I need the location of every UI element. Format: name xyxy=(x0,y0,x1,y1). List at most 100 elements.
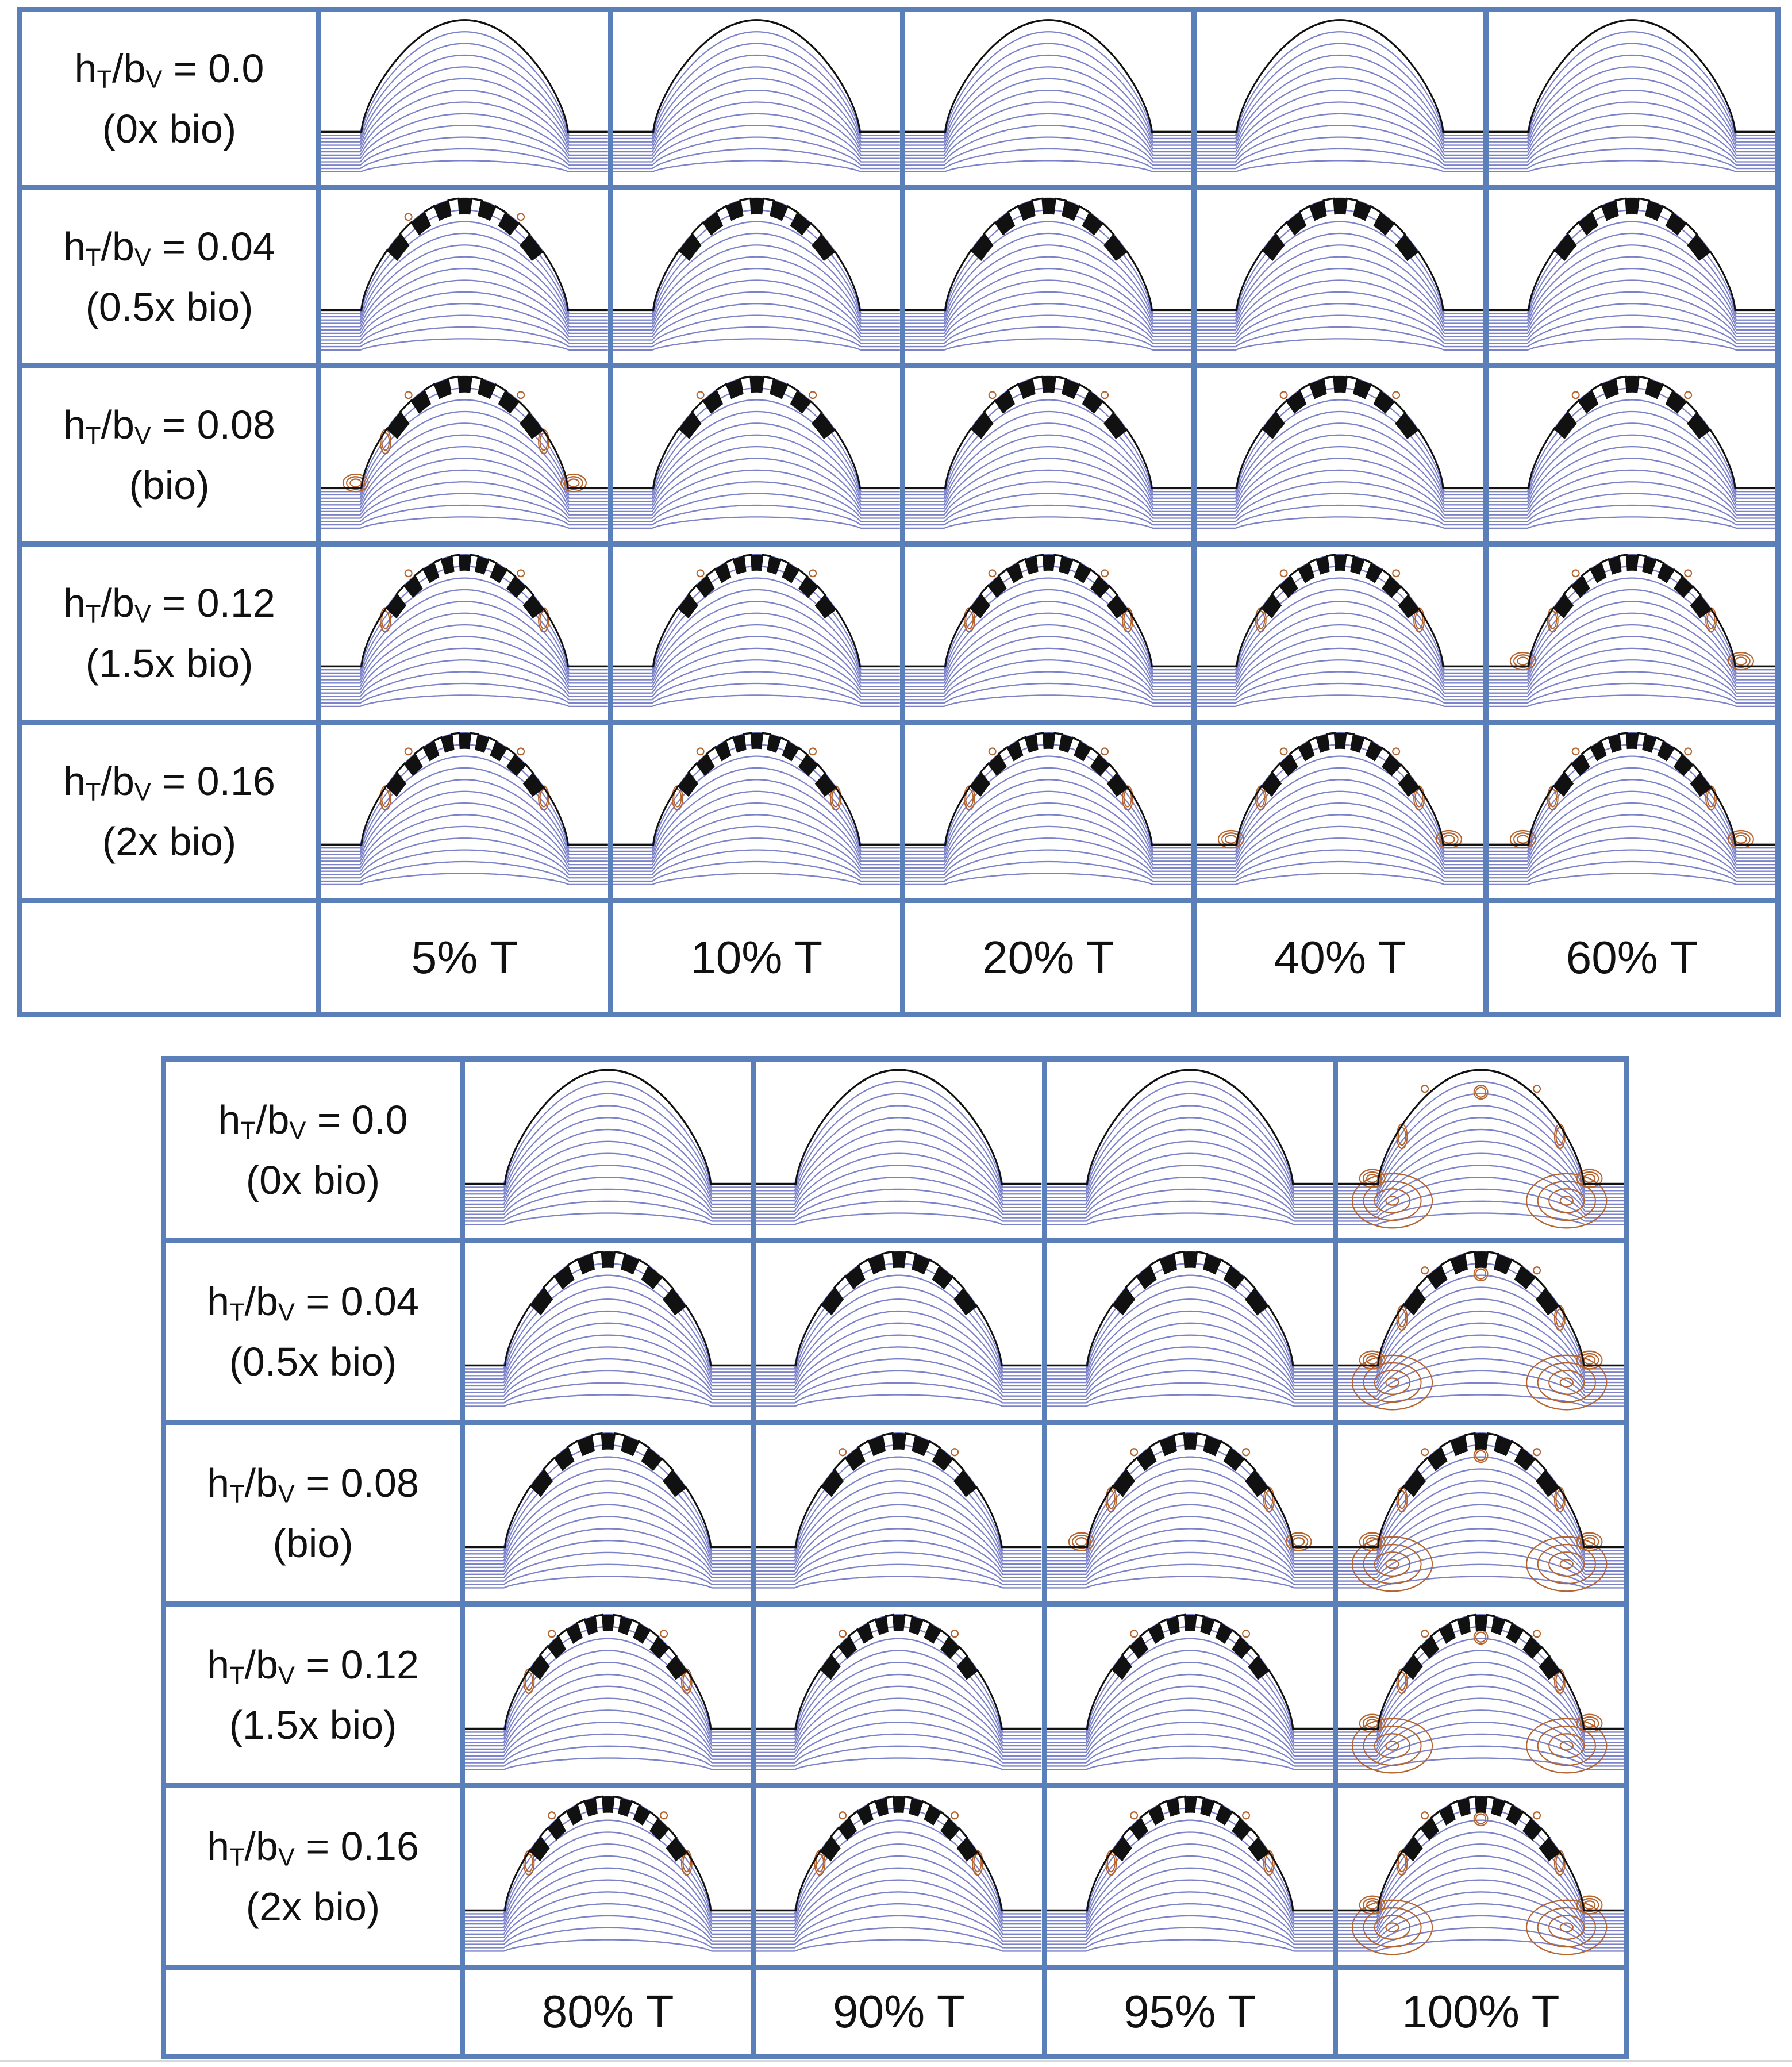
streamline xyxy=(1340,1867,1621,1932)
body-outline xyxy=(1491,554,1773,668)
ratio-value: 0.0 xyxy=(208,45,264,91)
streamline xyxy=(616,601,898,681)
top_panel-flow-plot-r2-c2 xyxy=(907,375,1189,529)
streamline xyxy=(1199,160,1481,173)
streamline xyxy=(907,338,1189,351)
flow-plot-cell xyxy=(1332,1420,1629,1607)
streamline xyxy=(758,1177,1039,1215)
vortex-contour xyxy=(964,789,974,808)
streamline xyxy=(467,1081,748,1188)
streamline xyxy=(1491,326,1773,348)
streamline xyxy=(1491,410,1773,499)
vortex-contour xyxy=(988,391,997,399)
top_panel-flow-plot-r1-c1 xyxy=(616,197,898,351)
vortex-contour xyxy=(839,1448,847,1457)
row-label: hT/bV = 0.04 (0.5x bio) xyxy=(17,185,321,368)
body-outline xyxy=(324,375,606,490)
vortex-contour xyxy=(1121,785,1133,811)
streamline xyxy=(467,1274,748,1373)
streamline xyxy=(467,1128,748,1202)
vortex-contour xyxy=(1068,1532,1095,1551)
vortex-contour xyxy=(1576,1713,1603,1733)
streamline xyxy=(758,1843,1039,1925)
streamline xyxy=(616,434,898,506)
streamline xyxy=(467,1915,748,1945)
vortex-contour xyxy=(1555,1853,1564,1873)
streamline xyxy=(1491,279,1773,335)
streamline xyxy=(1491,659,1773,697)
vortex-contour xyxy=(1517,835,1529,844)
streamline xyxy=(1340,1638,1621,1736)
vortex-contour xyxy=(660,1630,668,1638)
streamline xyxy=(758,1480,1039,1562)
streamline xyxy=(758,1733,1039,1764)
streamline xyxy=(1491,338,1773,351)
vortex-contour xyxy=(517,391,525,399)
body-outline xyxy=(467,1795,748,1912)
streamline xyxy=(1491,469,1773,516)
streamline xyxy=(1049,1915,1330,1945)
streamline xyxy=(324,78,606,149)
streamline xyxy=(758,1563,1039,1585)
streamline xyxy=(1199,682,1481,704)
streamline xyxy=(1340,1685,1621,1750)
bottom_panel-flow-plot-r3-c0 xyxy=(467,1613,748,1770)
vortex-contour xyxy=(1256,610,1266,629)
vortex-contour xyxy=(973,1853,982,1873)
streamline xyxy=(1491,445,1773,509)
streamline xyxy=(1199,66,1481,146)
vortex-contour xyxy=(1576,1895,1603,1915)
streamline xyxy=(1199,647,1481,694)
streamline xyxy=(1199,101,1481,156)
body-outline xyxy=(1049,1795,1330,1912)
body-outline xyxy=(616,554,898,668)
streamline xyxy=(467,1298,748,1380)
streamline xyxy=(467,1757,748,1770)
vortex-contour xyxy=(1532,1448,1541,1457)
vortex-contour xyxy=(972,1850,984,1876)
streamline xyxy=(324,148,606,170)
streamline xyxy=(758,1140,1039,1205)
flow-plot-cell xyxy=(1041,1420,1338,1607)
vortex-contour xyxy=(1264,1490,1273,1509)
streamline xyxy=(1049,1551,1330,1582)
vortex-contour xyxy=(808,391,817,399)
streamline xyxy=(758,1551,1039,1582)
streamline xyxy=(1340,1117,1621,1198)
streamline xyxy=(1340,1105,1621,1195)
streamline xyxy=(616,125,898,163)
vortex-contour xyxy=(1374,1551,1410,1577)
streamline xyxy=(1340,1576,1621,1589)
streamline xyxy=(1199,422,1481,502)
vortex-contour xyxy=(1280,391,1289,399)
vortex-contour xyxy=(1559,1741,1574,1751)
streamline xyxy=(1340,1939,1621,1952)
streamline xyxy=(1340,1879,1621,1935)
streamline xyxy=(1199,837,1481,875)
vortex-contour xyxy=(1553,1668,1566,1695)
top_panel-flow-plot-r0-c2 xyxy=(907,19,1189,173)
vortex-contour xyxy=(1100,391,1109,399)
row-label: hT/bV = 0.12 (1.5x bio) xyxy=(161,1601,465,1788)
vortex-contour xyxy=(1366,1355,1379,1365)
vortex-contour xyxy=(1525,1536,1608,1592)
streamline xyxy=(758,1855,1039,1928)
streamline xyxy=(1199,671,1481,701)
vortex-contour xyxy=(951,1811,959,1820)
table-row: hT/bV = 0.04 (0.5x bio) xyxy=(161,1238,1629,1425)
body-outline xyxy=(1340,1250,1621,1367)
streamline xyxy=(616,160,898,173)
streamline xyxy=(1049,1152,1330,1209)
streamline xyxy=(907,659,1189,697)
streamline xyxy=(1199,221,1481,318)
column-label-row: 5% T 10% T 20% T 40% T 60% T xyxy=(17,898,1781,1017)
streamline xyxy=(758,1915,1039,1945)
streamline xyxy=(1340,1212,1621,1225)
body-outline xyxy=(1049,1613,1330,1730)
streamline xyxy=(324,326,606,348)
streamline xyxy=(758,1662,1039,1743)
body-outline xyxy=(467,1250,748,1367)
streamline xyxy=(467,1346,748,1393)
vortex-contour xyxy=(829,785,841,811)
vortex-contour xyxy=(1576,1532,1603,1551)
